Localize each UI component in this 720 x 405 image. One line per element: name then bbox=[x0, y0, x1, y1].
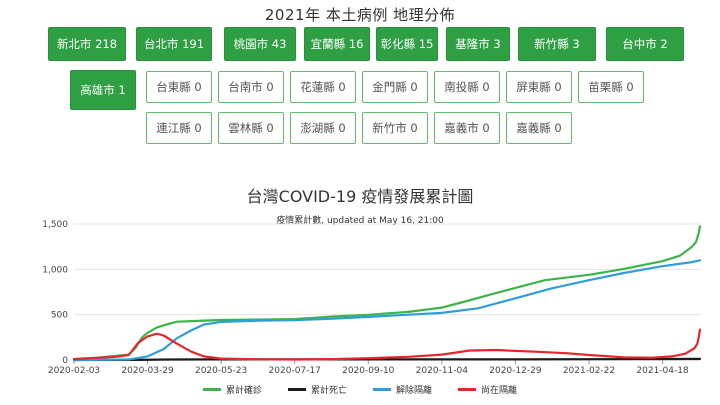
legend-swatch bbox=[202, 388, 221, 391]
region-tile[interactable]: 桃園市 43 bbox=[224, 27, 296, 61]
y-tick-label: 1,000 bbox=[42, 265, 68, 275]
x-tick-label: 2020-11-04 bbox=[416, 366, 469, 376]
region-tile[interactable]: 南投縣 0 bbox=[434, 71, 500, 103]
legend-swatch bbox=[287, 388, 306, 391]
region-tile[interactable]: 金門縣 0 bbox=[362, 71, 428, 103]
chart-title: 台灣COVID-19 疫情發展累計圖 bbox=[246, 187, 474, 206]
legend-label: 累計確診 bbox=[225, 386, 262, 396]
region-tile[interactable]: 澎湖縣 0 bbox=[290, 112, 356, 144]
series-line bbox=[72, 259, 702, 362]
y-tick-label: 0 bbox=[62, 356, 68, 366]
x-tick-label: 2020-12-29 bbox=[489, 366, 542, 376]
legend-swatch bbox=[373, 388, 391, 391]
region-tile[interactable]: 嘉義縣 0 bbox=[506, 112, 572, 144]
region-tile[interactable]: 台東縣 0 bbox=[146, 71, 212, 103]
region-tile[interactable]: 花蓮縣 0 bbox=[290, 71, 356, 103]
region-tile[interactable]: 新竹市 0 bbox=[362, 112, 428, 144]
y-tick-label: 500 bbox=[51, 311, 68, 321]
legend-item[interactable]: 累計死亡 bbox=[287, 383, 347, 396]
chart-subtitle: 疫情累計數, updated at May 16, 21:00 bbox=[276, 216, 444, 226]
legend-label: 解除隔離 bbox=[396, 386, 433, 396]
region-tile[interactable]: 彰化縣 15 bbox=[376, 27, 438, 61]
region-tile[interactable]: 台北市 191 bbox=[136, 27, 212, 61]
region-tile[interactable]: 屏東縣 0 bbox=[506, 71, 572, 103]
legend-item[interactable]: 累計確診 bbox=[202, 383, 262, 396]
region-tile[interactable]: 連江縣 0 bbox=[146, 112, 212, 144]
legend-label: 累計死亡 bbox=[310, 386, 347, 396]
page-title: 2021年 本土病例 地理分佈 bbox=[264, 6, 456, 24]
region-tile[interactable]: 新竹縣 3 bbox=[518, 27, 596, 61]
series-line bbox=[72, 328, 702, 361]
series-line bbox=[72, 357, 702, 362]
region-tile[interactable]: 宜蘭縣 16 bbox=[304, 27, 370, 61]
x-tick-label: 2020-07-17 bbox=[269, 366, 321, 376]
x-tick-label: 2021-04-18 bbox=[636, 366, 689, 376]
series-line bbox=[72, 225, 702, 361]
legend-item[interactable]: 尚在隔離 bbox=[458, 383, 517, 396]
region-tile[interactable]: 嘉義市 0 bbox=[434, 112, 500, 144]
x-tick-label: 2020-05-23 bbox=[195, 366, 247, 376]
legend-swatch bbox=[458, 388, 477, 391]
x-tick-label: 2021-02-22 bbox=[563, 366, 615, 376]
y-tick-label: 1,500 bbox=[42, 220, 68, 230]
region-tile[interactable]: 台中市 2 bbox=[606, 27, 684, 61]
x-tick-label: 2020-02-03 bbox=[48, 366, 100, 376]
region-tile[interactable]: 台南市 0 bbox=[218, 71, 284, 103]
region-tile[interactable]: 苗栗縣 0 bbox=[578, 71, 644, 103]
region-tile[interactable]: 雲林縣 0 bbox=[218, 112, 284, 144]
x-tick-label: 2020-03-29 bbox=[121, 366, 174, 376]
legend-label: 尚在隔離 bbox=[481, 386, 518, 396]
region-tile[interactable]: 高雄市 1 bbox=[70, 70, 136, 110]
x-tick-label: 2020-09-10 bbox=[342, 366, 395, 376]
region-tile[interactable]: 基隆市 3 bbox=[446, 27, 510, 61]
legend-item[interactable]: 解除隔離 bbox=[373, 383, 432, 396]
region-tile[interactable]: 新北市 218 bbox=[48, 27, 126, 61]
chart-legend: 累計確診 累計死亡 解除隔離 尚在隔離 bbox=[0, 383, 720, 396]
